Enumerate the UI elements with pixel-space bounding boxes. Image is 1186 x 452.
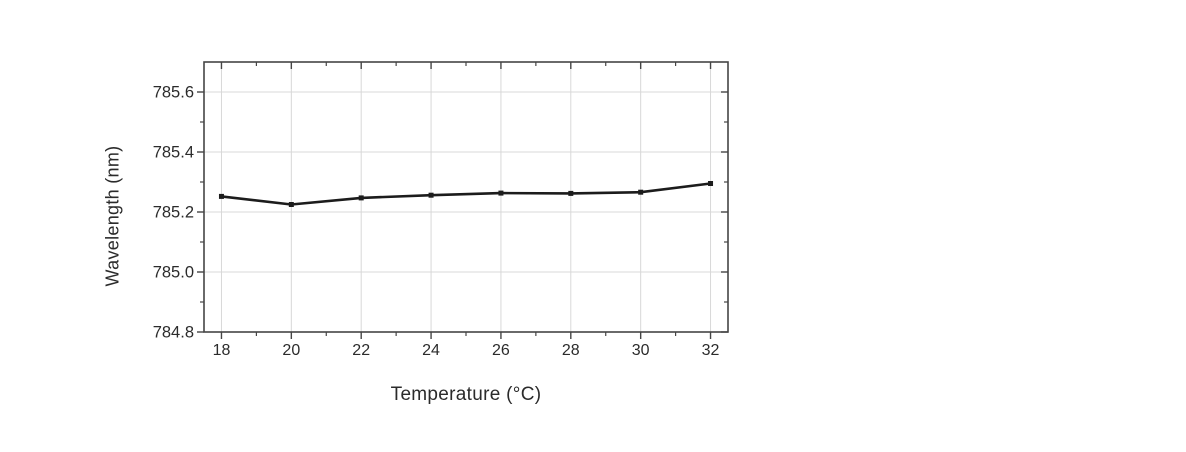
y-tick-label: 785.0 bbox=[153, 264, 194, 282]
x-tick-label: 32 bbox=[702, 342, 720, 359]
y-tick-label: 784.8 bbox=[153, 324, 194, 342]
data-point-marker bbox=[708, 181, 714, 186]
x-tick-label: 26 bbox=[492, 342, 510, 359]
data-point-marker bbox=[218, 193, 224, 199]
x-tick-label: 28 bbox=[562, 342, 580, 359]
y-tick-label: 785.4 bbox=[153, 144, 194, 162]
y-axis-title: Wavelength (nm) bbox=[102, 145, 123, 287]
data-point-marker bbox=[288, 202, 294, 207]
data-point-marker bbox=[428, 192, 434, 198]
x-tick-label: 30 bbox=[632, 342, 650, 359]
data-point-marker bbox=[568, 190, 574, 196]
x-tick-label: 24 bbox=[422, 342, 440, 359]
plot-frame bbox=[203, 61, 729, 333]
x-axis-title: Temperature (°C) bbox=[390, 384, 542, 405]
data-point-marker bbox=[498, 190, 504, 196]
data-line bbox=[220, 182, 712, 206]
x-tick-label: 18 bbox=[213, 342, 231, 359]
x-tick-label: 20 bbox=[282, 342, 300, 359]
x-tick-label: 22 bbox=[352, 342, 370, 359]
data-point-marker bbox=[638, 189, 644, 195]
y-tick-label: 785.6 bbox=[153, 84, 194, 102]
y-tick-label: 785.2 bbox=[153, 204, 194, 222]
data-point-marker bbox=[358, 195, 364, 201]
